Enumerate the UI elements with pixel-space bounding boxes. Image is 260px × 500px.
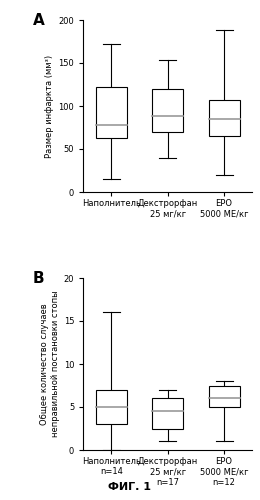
Y-axis label: Общее количество случаев
неправильной постановки стопы: Общее количество случаев неправильной по… — [40, 290, 60, 438]
Text: A: A — [32, 13, 44, 28]
Bar — [96, 87, 127, 138]
Bar — [96, 390, 127, 424]
Bar — [209, 386, 239, 407]
Y-axis label: Размер инфаркта (мм³): Размер инфаркта (мм³) — [45, 54, 54, 158]
Bar — [209, 100, 239, 136]
Text: B: B — [32, 271, 44, 286]
Text: ФИГ. 1: ФИГ. 1 — [108, 482, 152, 492]
Bar — [152, 89, 183, 132]
Bar — [152, 398, 183, 428]
